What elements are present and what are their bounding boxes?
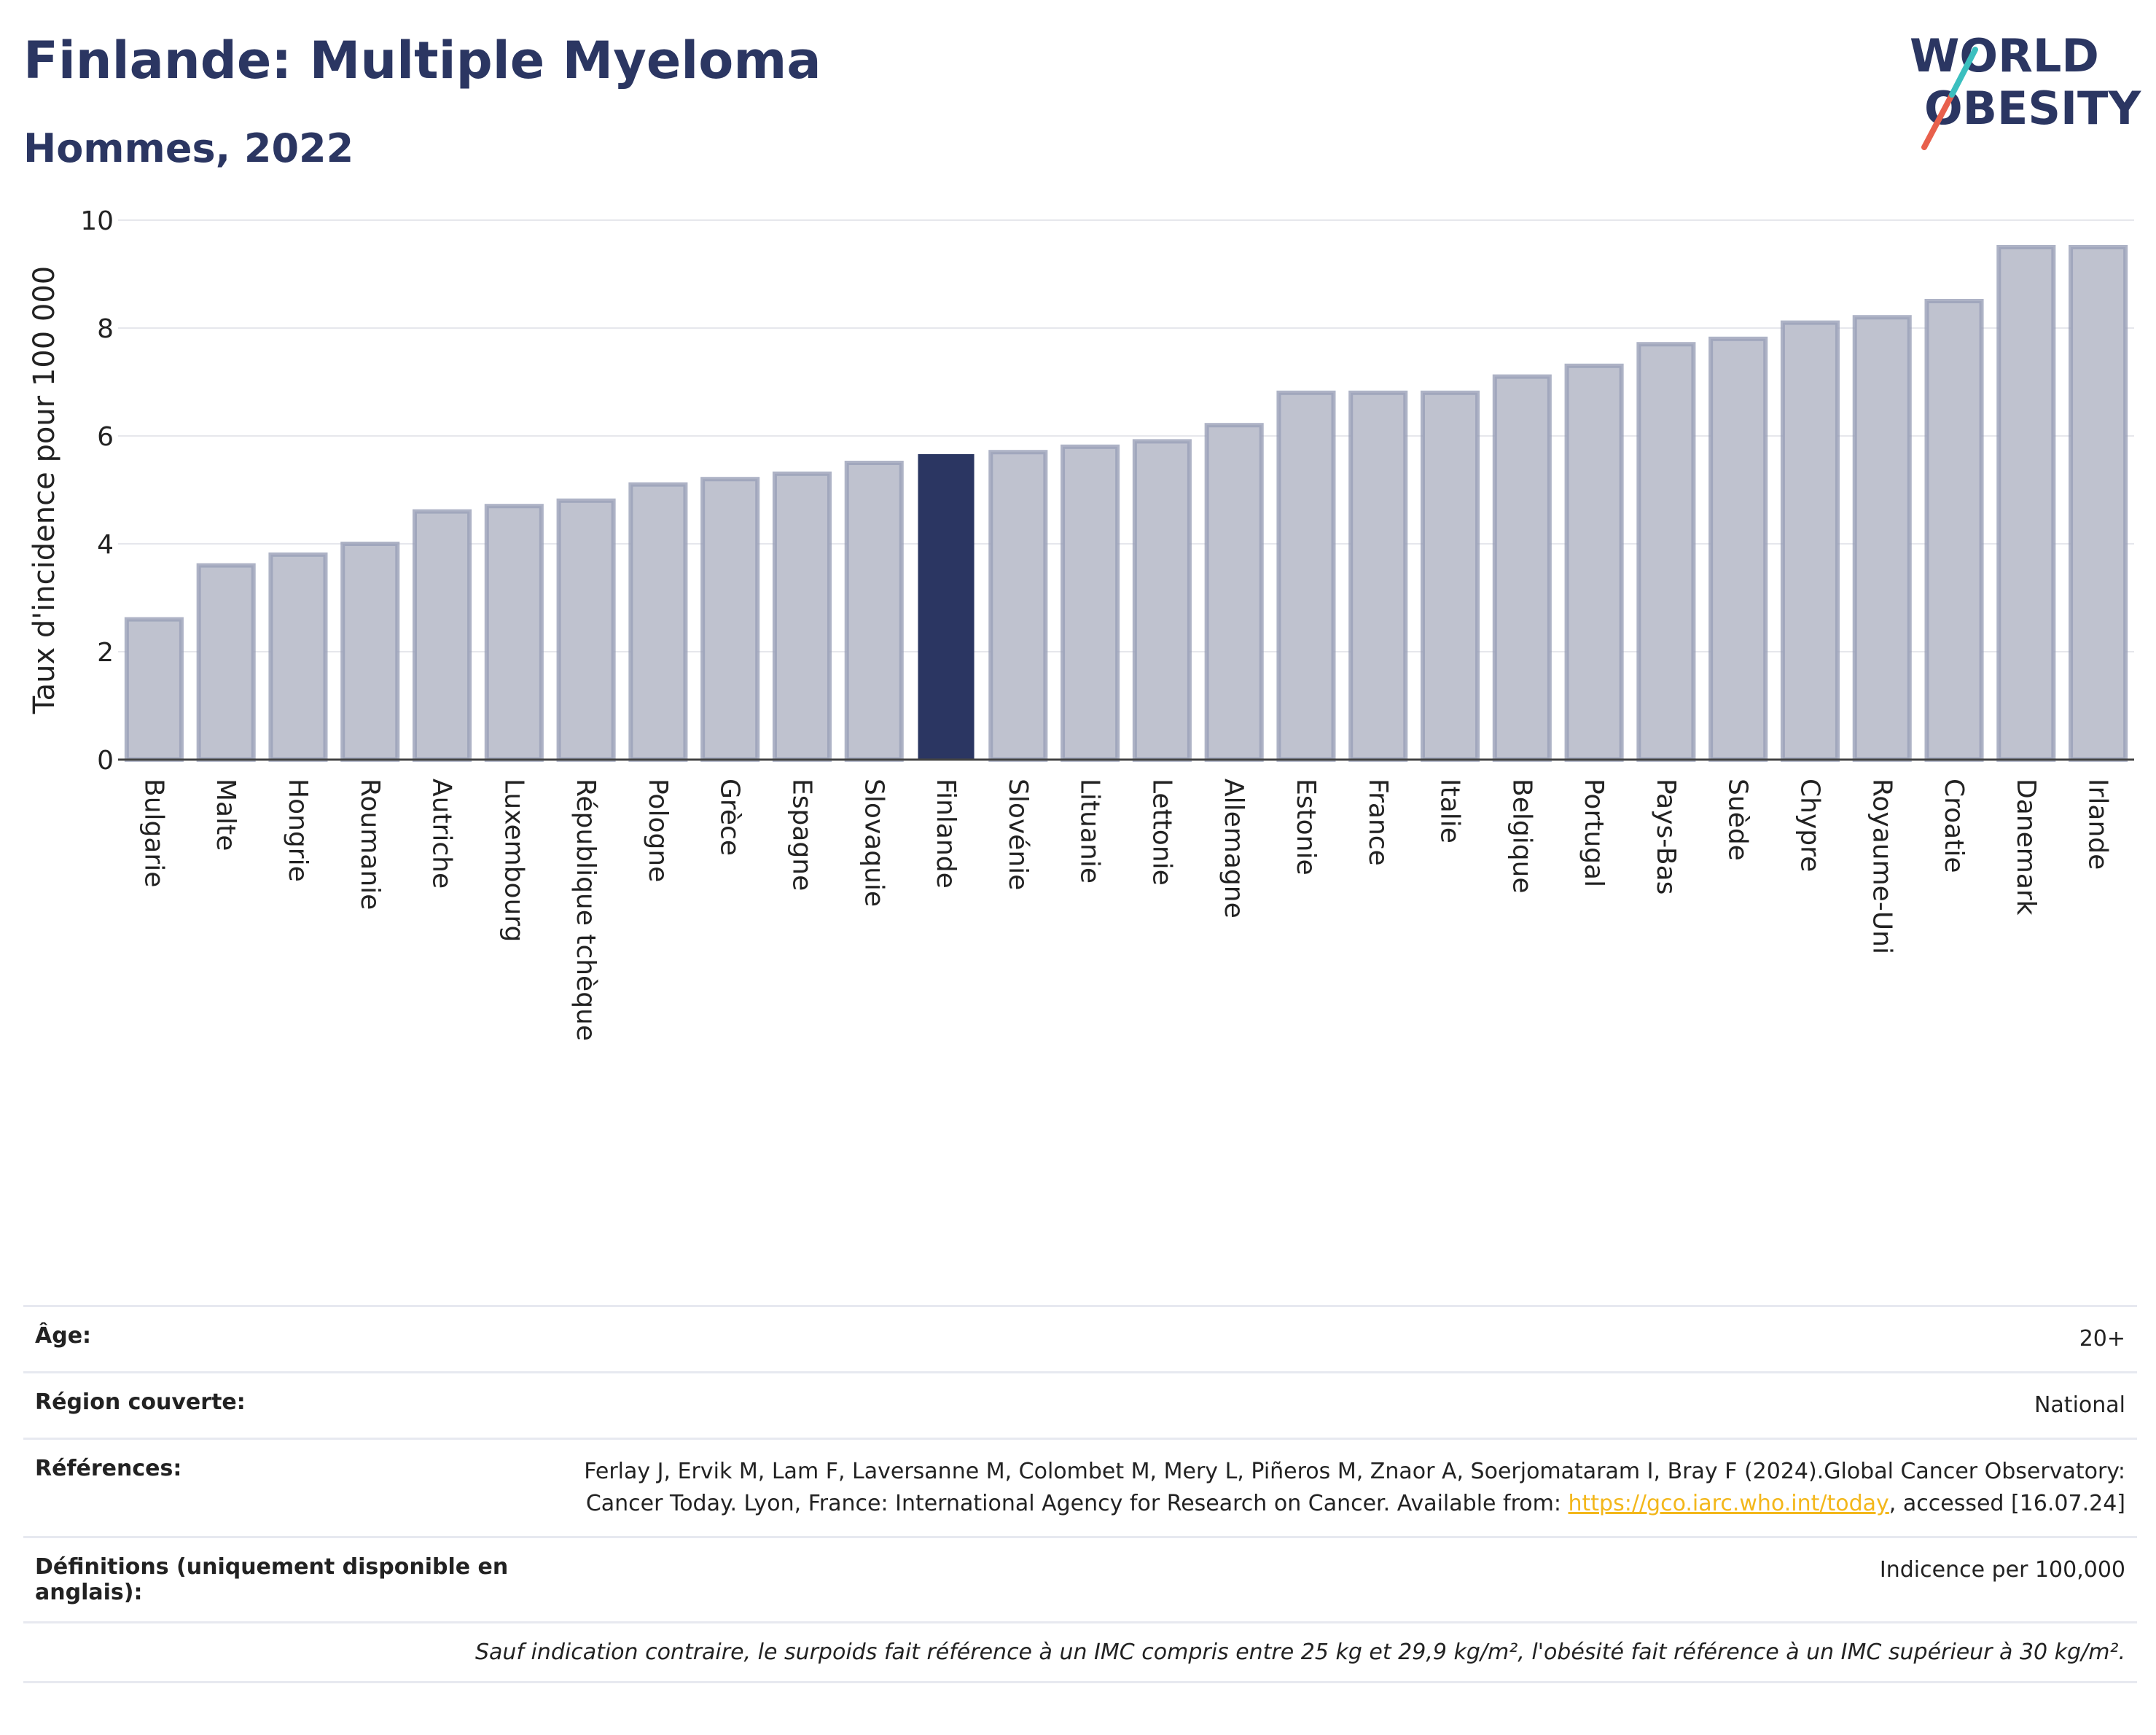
age-value: 20+ — [2079, 1326, 2125, 1352]
references-label: Références: — [35, 1456, 182, 1481]
x-tick-label: Lituanie — [1075, 779, 1105, 884]
x-tick-label: Belgique — [1507, 779, 1536, 894]
x-tick-label: Allemagne — [1219, 779, 1249, 919]
bar — [988, 450, 1048, 762]
age-label: Âge: — [35, 1323, 92, 1349]
y-tick-label: 6 — [97, 422, 114, 452]
x-tick-label: Portugal — [1579, 779, 1609, 887]
bar — [1924, 299, 1984, 762]
x-tick-label: Luxembourg — [499, 779, 528, 942]
x-tick-label: Estonie — [1291, 779, 1321, 876]
bar — [1996, 245, 2056, 762]
bar — [1636, 342, 1696, 762]
x-tick-label: Suède — [1723, 779, 1753, 861]
bar — [918, 453, 975, 761]
references-tail: , accessed [16.07.24] — [1889, 1491, 2125, 1516]
bar — [844, 461, 904, 762]
x-tick-label: Grèce — [715, 779, 745, 856]
world-obesity-logo: WORLD OBESITY — [1910, 29, 2141, 150]
bar — [2069, 245, 2128, 762]
bar — [124, 617, 184, 762]
x-tick-label: Espagne — [786, 779, 816, 891]
bar — [700, 477, 760, 762]
bar — [628, 482, 688, 762]
bar — [1061, 444, 1120, 762]
region-row: Région couverte: National — [23, 1371, 2137, 1438]
definitions-row: Définitions (uniquement disponible en an… — [23, 1536, 2137, 1621]
definitions-label: Définitions (uniquement disponible en an… — [35, 1554, 509, 1605]
bar — [412, 509, 472, 762]
chart-subtitle: Hommes, 2022 — [23, 125, 354, 171]
bar — [1780, 320, 1840, 763]
metadata-table: Âge: 20+ Région couverte: National Référ… — [23, 1305, 2137, 1683]
region-value: National — [2034, 1392, 2125, 1418]
references-value: Ferlay J, Ervik M, Lam F, Laversanne M, … — [531, 1456, 2125, 1520]
bar — [1348, 390, 1408, 762]
x-tick-label: Danemark — [2011, 779, 2041, 916]
y-tick-label: 4 — [97, 530, 114, 560]
bar — [196, 563, 256, 762]
bar — [1708, 336, 1768, 762]
bar — [1276, 390, 1336, 762]
age-row: Âge: 20+ — [23, 1305, 2137, 1371]
chart-title: Finlande: Multiple Myeloma — [23, 31, 821, 90]
bar — [1132, 439, 1192, 763]
x-tick-label: Slovénie — [1003, 779, 1033, 890]
y-tick-label: 10 — [80, 206, 114, 236]
bar — [1852, 315, 1912, 762]
x-tick-label: Bulgarie — [138, 779, 168, 887]
x-tick-label: Irlande — [2083, 779, 2113, 870]
logo-text-obesity: OBESITY — [1924, 82, 2141, 135]
x-tick-label: Slovaquie — [859, 779, 888, 907]
x-tick-label: Pologne — [643, 779, 673, 882]
bar-chart: 0 2 4 6 8 10 Taux d'incidence pour 100 000 Bulg… — [28, 206, 2134, 1041]
bar — [1492, 374, 1552, 762]
y-axis-label: Taux d'incidence pour 100 000 — [28, 266, 61, 714]
bar — [340, 542, 400, 762]
region-label: Région couverte: — [35, 1389, 246, 1415]
x-tick-label: Croatie — [1939, 779, 1969, 873]
x-tick-label: Hongrie — [283, 779, 313, 882]
x-tick-label: République tchèque — [571, 779, 601, 1041]
x-tick-label: France — [1363, 779, 1393, 866]
x-tick-label: Italie — [1435, 779, 1465, 843]
x-tick-label: Chypre — [1794, 779, 1824, 872]
x-tick-label: Roumanie — [355, 779, 385, 910]
bar — [484, 504, 544, 762]
bar — [1204, 423, 1264, 762]
bar — [556, 498, 616, 762]
x-tick-label: Lettonie — [1147, 779, 1176, 886]
x-tick-label: Autriche — [427, 779, 457, 889]
y-tick-label: 0 — [97, 746, 114, 776]
x-tick-label: Pays-Bas — [1651, 779, 1681, 894]
footnote-row: Sauf indication contraire, le surpoids f… — [23, 1621, 2137, 1683]
y-tick-label: 2 — [97, 638, 114, 668]
x-tick-label: Royaume-Uni — [1867, 779, 1897, 954]
references-link[interactable]: https://gco.iarc.who.int/today — [1568, 1491, 1889, 1516]
references-text: Ferlay J, Ervik M, Lam F, Laversanne M, … — [584, 1459, 2125, 1516]
bar — [1420, 390, 1480, 762]
references-row: Références: Ferlay J, Ervik M, Lam F, La… — [23, 1438, 2137, 1536]
logo-text-world: WORLD — [1910, 29, 2099, 82]
y-tick-label: 8 — [97, 314, 114, 344]
bar — [772, 471, 832, 762]
x-tick-label: Malte — [211, 779, 241, 851]
bar — [1564, 363, 1624, 762]
footnote-text: Sauf indication contraire, le surpoids f… — [474, 1640, 2125, 1665]
definitions-value: Indicence per 100,000 — [1879, 1557, 2125, 1583]
x-tick-label: Finlande — [931, 779, 961, 889]
bar — [268, 552, 328, 762]
